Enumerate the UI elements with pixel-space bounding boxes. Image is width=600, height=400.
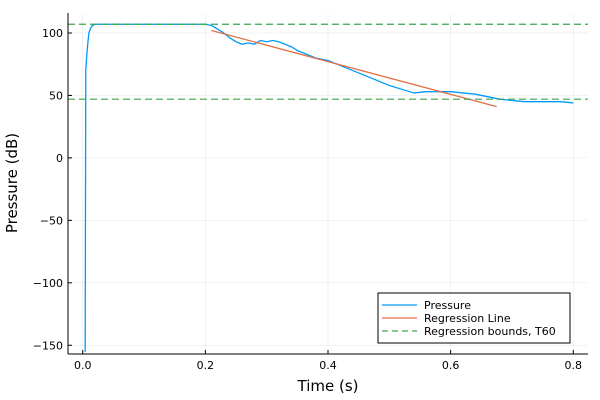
y-axis-label: Pressure (dB) [3,133,21,233]
plot-series [68,23,588,353]
x-tick-label: 0.2 [197,359,215,372]
x-tick-label: 0.6 [442,359,460,372]
legend-label-pressure: Pressure [424,299,471,312]
x-tick-label: 0.4 [319,359,337,372]
y-tick-label: −50 [40,214,63,227]
series-pressure-line [84,23,574,353]
x-axis-label: Time (s) [297,377,359,395]
x-tick-label: 0.0 [74,359,92,372]
legend: Pressure Regression Line Regression boun… [377,292,571,344]
x-ticks: 0.0 0.2 0.4 0.6 0.8 [74,350,582,372]
y-tick-label: 50 [49,89,63,102]
grid [68,13,588,354]
legend-label-regression-bounds: Regression bounds, T60 [424,325,556,338]
y-tick-label: 100 [42,27,63,40]
series-regression-line-line [211,29,497,108]
y-ticks: −150 −100 −50 0 50 100 [33,27,72,352]
legend-label-regression-line: Regression Line [424,312,511,325]
x-tick-label: 0.8 [565,359,583,372]
y-tick-label: −100 [33,277,63,290]
y-tick-label: −150 [33,339,63,352]
y-tick-label: 0 [56,152,63,165]
